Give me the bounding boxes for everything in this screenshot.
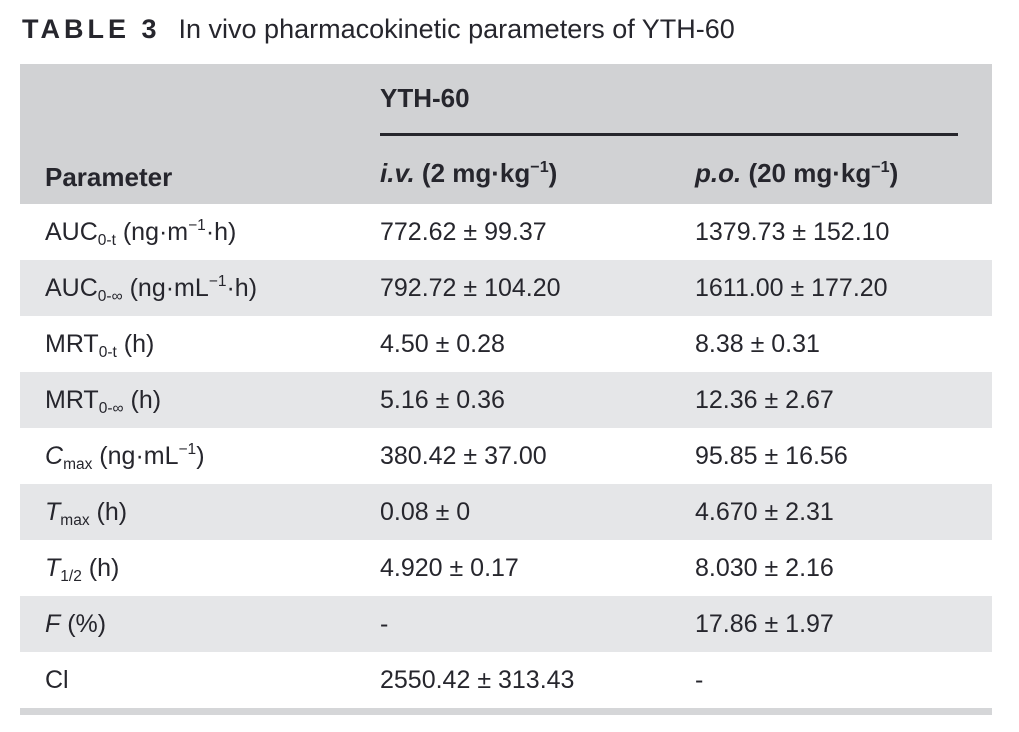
- iv-value-cell: -: [380, 609, 389, 638]
- column-header-iv: i.v. (2 mg·kg−1): [380, 158, 558, 188]
- table-caption: TABLE 3 In vivo pharmacokinetic parameter…: [22, 12, 1002, 46]
- param-cell: MRT0-∞ (h): [45, 385, 162, 417]
- table-row: AUC0-∞ (ng·mL−1·h) 792.72 ± 104.20 1611.…: [20, 260, 992, 316]
- po-value-cell: 95.85 ± 16.56: [695, 441, 848, 470]
- param-cell: Cmax (ng·mL−1): [45, 441, 205, 473]
- po-value-cell: 17.86 ± 1.97: [695, 609, 834, 638]
- param-cell: AUC0-t (ng·m−1·h): [45, 217, 237, 249]
- po-value-cell: 12.36 ± 2.67: [695, 385, 834, 414]
- po-value-cell: 1379.73 ± 152.10: [695, 217, 890, 246]
- group-header-span: YTH-60: [380, 64, 958, 136]
- param-cell: Tmax (h): [45, 497, 128, 529]
- column-header-po: p.o. (20 mg·kg−1): [695, 158, 899, 188]
- table-caption-text: In vivo pharmacokinetic parameters of YT…: [178, 14, 735, 44]
- table-row: Tmax (h) 0.08 ± 0 4.670 ± 2.31: [20, 484, 992, 540]
- param-cell: F (%): [45, 609, 107, 638]
- column-header-parameter: Parameter: [45, 162, 173, 192]
- group-header-rule: [380, 133, 958, 136]
- pharmacokinetics-table: YTH-60 Parameter i.v. (2 mg·kg−1) p.o. (…: [20, 64, 992, 715]
- table-row: F (%) - 17.86 ± 1.97: [20, 596, 992, 652]
- iv-value-cell: 4.920 ± 0.17: [380, 553, 519, 582]
- table-row: MRT0-∞ (h) 5.16 ± 0.36 12.36 ± 2.67: [20, 372, 992, 428]
- iv-value-cell: 772.62 ± 99.37: [380, 217, 547, 246]
- group-header-label: YTH-60: [380, 83, 470, 113]
- param-cell: T1/2 (h): [45, 553, 120, 585]
- table-row: Cl 2550.42 ± 313.43 -: [20, 652, 992, 708]
- table-row: Cmax (ng·mL−1) 380.42 ± 37.00 95.85 ± 16…: [20, 428, 992, 484]
- table-caption-number: TABLE 3: [22, 14, 161, 44]
- group-header-spacer: [20, 64, 380, 136]
- column-header-row: Parameter i.v. (2 mg·kg−1) p.o. (20 mg·k…: [20, 136, 992, 204]
- po-value-cell: 1611.00 ± 177.20: [695, 273, 888, 302]
- iv-value-cell: 0.08 ± 0: [380, 497, 471, 526]
- table-bottom-border: [20, 708, 992, 715]
- table-body: AUC0-t (ng·m−1·h) 772.62 ± 99.37 1379.73…: [20, 204, 992, 708]
- param-cell: AUC0-∞ (ng·mL−1·h): [45, 273, 258, 305]
- table-row: AUC0-t (ng·m−1·h) 772.62 ± 99.37 1379.73…: [20, 204, 992, 260]
- table-row: T1/2 (h) 4.920 ± 0.17 8.030 ± 2.16: [20, 540, 992, 596]
- table-header: YTH-60 Parameter i.v. (2 mg·kg−1) p.o. (…: [20, 64, 992, 204]
- po-value-cell: -: [695, 665, 704, 694]
- table-row: MRT0-t (h) 4.50 ± 0.28 8.38 ± 0.31: [20, 316, 992, 372]
- po-value-cell: 8.030 ± 2.16: [695, 553, 834, 582]
- param-cell: MRT0-t (h): [45, 329, 155, 361]
- po-value-cell: 4.670 ± 2.31: [695, 497, 834, 526]
- po-value-cell: 8.38 ± 0.31: [695, 329, 820, 358]
- iv-value-cell: 2550.42 ± 313.43: [380, 665, 575, 694]
- group-header-row: YTH-60: [20, 64, 992, 136]
- iv-value-cell: 792.72 ± 104.20: [380, 273, 561, 302]
- param-cell: Cl: [45, 665, 69, 694]
- iv-value-cell: 4.50 ± 0.28: [380, 329, 505, 358]
- iv-value-cell: 5.16 ± 0.36: [380, 385, 505, 414]
- iv-value-cell: 380.42 ± 37.00: [380, 441, 547, 470]
